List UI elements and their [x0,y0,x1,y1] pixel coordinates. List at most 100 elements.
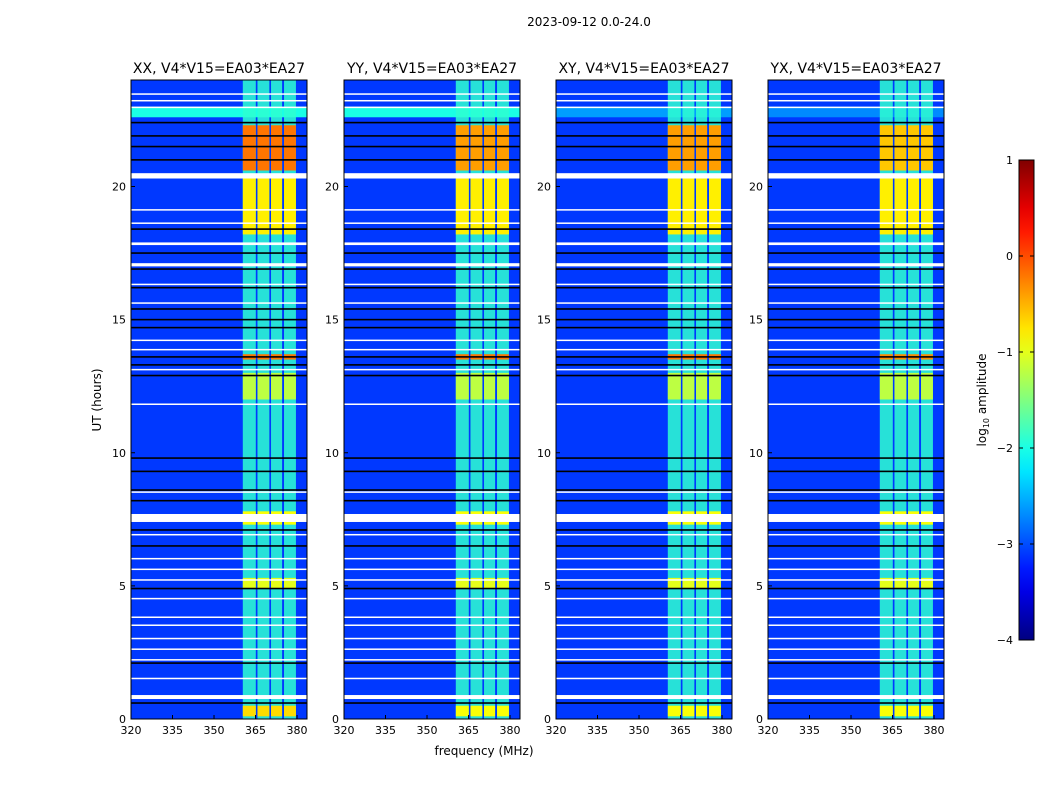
flagged-row-white [768,616,944,618]
rfi-channel-segment [497,178,509,235]
flagged-row-black [768,318,944,321]
rfi-channel-segment [484,125,496,171]
flagged-row-white [131,242,307,246]
rfi-channel-segment [455,577,469,589]
flagged-row-white [768,339,944,342]
x-tick-label: 320 [334,724,355,737]
flagged-row-black [768,489,944,491]
flagged-row-black [556,457,732,459]
flagged-row-black [556,356,732,358]
rfi-channel-segment [894,577,907,589]
colorbar-gradient [1018,159,1035,641]
rfi-channel-segment [455,372,469,400]
flagged-row-black [556,318,732,321]
flagged-row-white [556,616,732,618]
flagged-row-white [768,173,944,179]
flagged-row-black [344,228,520,230]
flagged-row-white [556,368,732,371]
flagged-row-black [344,326,520,329]
rfi-channel-segment [284,125,296,171]
flagged-row-black [556,286,732,289]
flagged-row-white [768,403,944,405]
wideband-rfi-band [131,106,307,118]
flagged-row-white [556,348,732,351]
flagged-row-white [768,106,944,109]
flagged-row-white [131,209,307,211]
panel-2: XY, V4*V15=EA03*EA27 320 335 350 365 380 0 5 10 1… [537,61,733,737]
flagged-row-black [344,457,520,459]
flagged-row-black [131,318,307,321]
flagged-row-white [131,579,307,581]
flagged-row-white [556,93,732,95]
flagged-row-white [131,568,307,571]
flagged-row-white [131,659,307,661]
x-tick-label: 365 [882,724,903,737]
flagged-row-black [768,326,944,329]
rfi-channel-segment [696,178,708,235]
flagged-row-white [344,568,520,571]
flagged-row-black [344,470,520,473]
rfi-channel-segment [284,178,296,235]
flagged-row-white [768,209,944,211]
flagged-row-white [768,624,944,626]
flagged-row-white [556,242,732,246]
rfi-channel-segment [709,577,721,589]
rfi-channel-segment [271,125,283,171]
panel-1: YY, V4*V15=EA03*EA27 320 335 350 365 380 0 5 10 1… [325,61,521,737]
y-tick-label: 10 [537,447,551,460]
flagged-row-white [344,368,520,371]
rfi-channel-segment [284,577,296,589]
y-tick-label: 15 [749,314,763,327]
wideband-rfi-band [768,106,944,118]
flagged-row-black [131,470,307,473]
rfi-channel-segment [696,125,708,171]
x-tick-label: 380 [712,724,733,737]
rfi-channel-segment [470,577,483,589]
flagged-row-black [344,545,520,547]
rfi-channel-segment [497,705,509,717]
rfi-channel-segment [271,372,283,400]
flagged-row-white [131,222,307,224]
rfi-channel-segment [894,705,907,717]
flagged-row-white [768,695,944,700]
rfi-channel-segment [667,577,681,589]
rfi-channel-segment [497,125,509,171]
rfi-channel-segment [484,372,496,400]
rfi-channel-segment [682,577,695,589]
y-tick-label: 0 [119,713,126,726]
flagged-row-white [768,242,944,246]
y-tick-label: 20 [112,181,126,194]
flagged-row-black [768,159,944,161]
flagged-row-white [344,624,520,626]
rfi-channel-segment [908,705,920,717]
flagged-row-black [768,286,944,289]
flagged-row-white [344,648,520,650]
flagged-row-black [768,374,944,377]
rfi-channel-segment [908,125,920,171]
flagged-row-white [556,533,732,536]
flagged-row-black [131,159,307,161]
flagged-row-white [556,568,732,571]
flagged-row-white [344,695,520,700]
rfi-channel-segment [257,705,270,717]
flagged-row-white [768,302,944,304]
y-tick-label: 0 [544,713,551,726]
flagged-row-black [556,159,732,161]
rfi-channel-segment [271,577,283,589]
rfi-channel-segment [242,577,256,589]
flagged-row-black [131,662,307,664]
flagged-row-black [344,529,520,531]
rfi-channel-segment [455,178,469,235]
rfi-channel-segment [242,178,256,235]
flagged-row-white [131,616,307,618]
rfi-channel-segment [470,372,483,400]
rfi-channel-segment [284,372,296,400]
flagged-row-white [556,513,732,522]
flagged-row-black [768,308,944,310]
flagged-row-black [131,587,307,590]
y-tick-label: 20 [325,181,339,194]
y-tick-label: 10 [325,447,339,460]
flagged-row-white [344,597,520,600]
flagged-row-black [556,228,732,230]
flagged-row-white [556,339,732,342]
